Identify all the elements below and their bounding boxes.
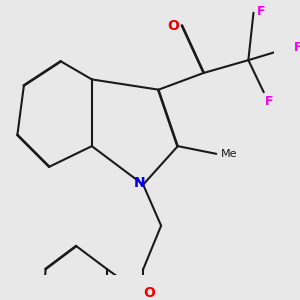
Text: F: F (266, 95, 274, 109)
Text: Me: Me (221, 149, 238, 159)
Text: F: F (257, 4, 265, 18)
Text: N: N (134, 176, 145, 190)
Text: F: F (294, 41, 300, 54)
Text: O: O (168, 19, 180, 32)
Text: O: O (144, 286, 155, 300)
